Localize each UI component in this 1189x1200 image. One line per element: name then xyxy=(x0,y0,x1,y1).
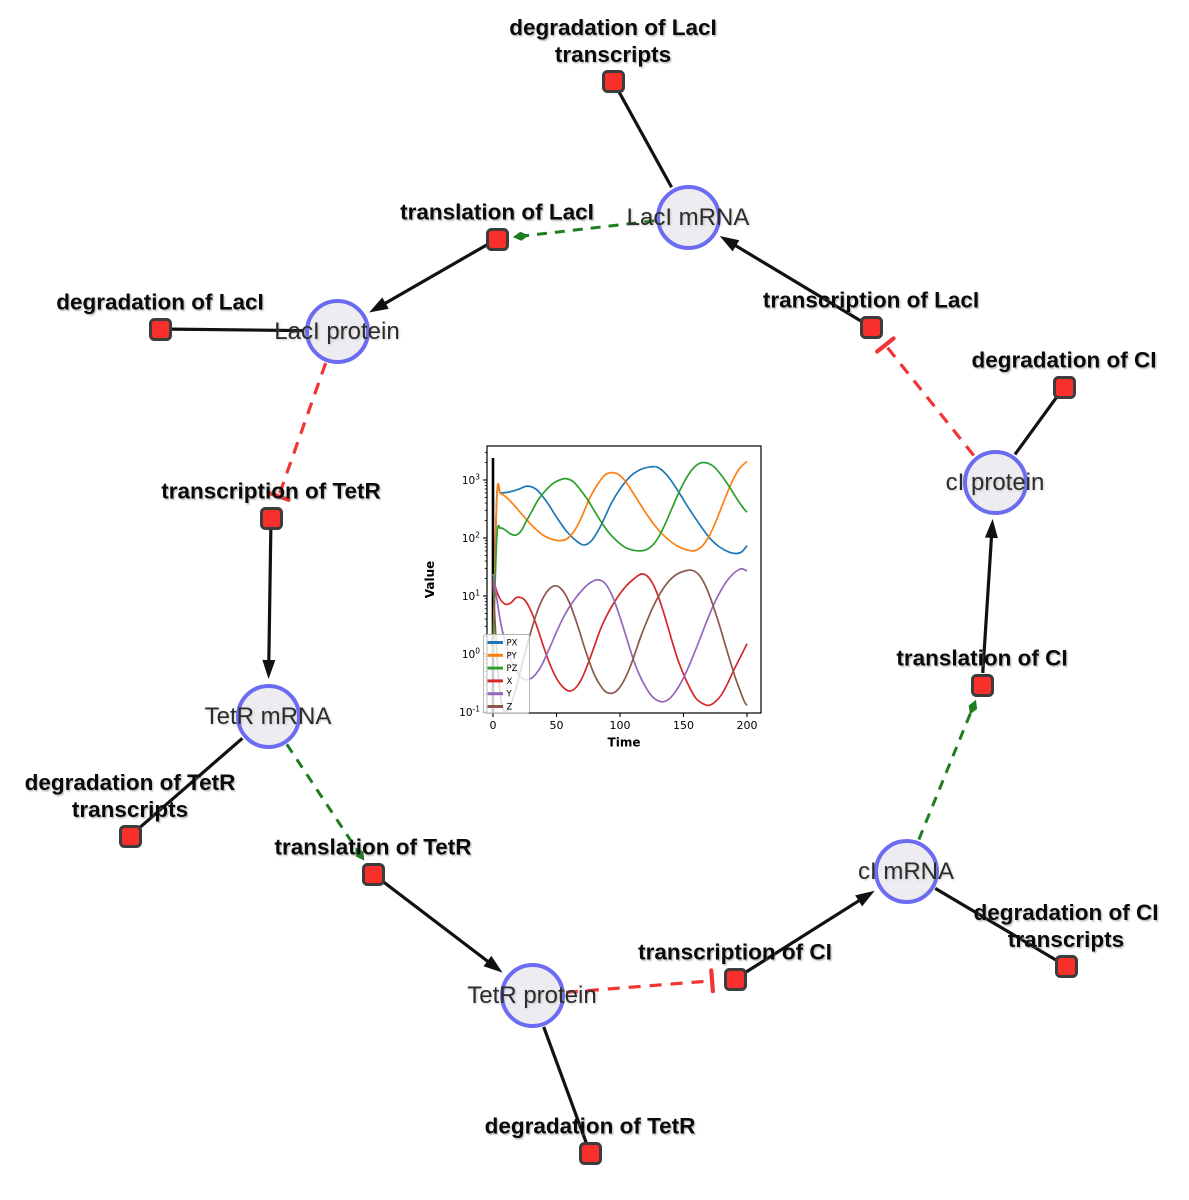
species-label-tetr-protein: TetR protein xyxy=(467,982,597,1009)
reaction-label-line: transcription of TetR xyxy=(161,478,381,504)
edge-laci-mrna-deg-laci-transcripts-plain xyxy=(616,89,673,188)
reaction-label-transcription-ci: transcription of CI xyxy=(638,939,832,966)
series-line-z xyxy=(492,569,748,713)
reaction-label-line: degradation of CI xyxy=(973,899,1159,925)
y-tick-label: 10-1 xyxy=(459,704,480,719)
y-tick-label: 102 xyxy=(462,530,480,545)
edge-ci-protein-deg-ci-plain xyxy=(1013,394,1059,456)
reaction-label-deg-ci: degradation of CI xyxy=(972,347,1157,374)
edge-ci-protein-transcription-laci-inhibit xyxy=(875,336,976,457)
reaction-label-line: transcripts xyxy=(554,41,672,67)
edge-laci-mrna-translation-laci-modifier xyxy=(512,219,655,241)
x-axis-label: Time xyxy=(608,736,641,750)
species-node-laci-mrna[interactable] xyxy=(655,184,721,250)
series-line-py xyxy=(492,460,748,657)
reaction-label-line: degradation of LacI xyxy=(509,14,717,40)
x-tick-label: 0 xyxy=(490,719,497,732)
reaction-label-line: translation of TetR xyxy=(274,834,472,860)
y-axis-label: Value xyxy=(423,561,437,599)
reaction-label-deg-laci-transcripts: degradation of LacI transcripts xyxy=(509,14,717,68)
edge-tetr-mrna-translation-tetr-modifier xyxy=(285,743,365,861)
x-tick-label: 200 xyxy=(737,719,758,732)
edge-transcription-ci-ci-mrna-arrow xyxy=(744,890,875,974)
reaction-label-line: degradation of CI xyxy=(971,347,1157,373)
species-node-tetr-mrna[interactable] xyxy=(235,683,301,749)
reaction-label-line: degradation of TetR xyxy=(484,1113,696,1139)
species-node-ci-mrna[interactable] xyxy=(873,838,939,904)
reaction-label-translation-laci: translation of LacI xyxy=(400,199,594,226)
edge-transcription-tetr-tetr-mrna-arrow xyxy=(262,529,276,680)
reaction-label-line: degradation of TetR xyxy=(24,769,236,795)
plot-frame xyxy=(486,445,762,714)
edge-tetr-protein-deg-tetr-plain xyxy=(542,1026,588,1144)
reaction-label-deg-laci: degradation of LacI xyxy=(56,289,264,316)
reaction-node-deg-tetr-transcripts[interactable] xyxy=(118,824,142,848)
species-label-ci-mrna: cI mRNA xyxy=(858,858,954,885)
reaction-label-line: transcripts xyxy=(1007,926,1125,952)
reaction-label-deg-ci-transcripts: degradation of CI transcripts xyxy=(974,899,1159,953)
edge-translation-laci-laci-protein-arrow xyxy=(369,243,488,313)
reaction-label-line: degradation of LacI xyxy=(56,289,264,315)
reaction-node-transcription-ci[interactable] xyxy=(723,967,747,991)
x-tick-label: 150 xyxy=(673,719,694,732)
reaction-node-translation-ci[interactable] xyxy=(970,673,994,697)
x-tick-label: 50 xyxy=(550,719,564,732)
legend-label-px: PX xyxy=(507,639,518,649)
series-line-x xyxy=(492,573,748,707)
reaction-node-transcription-tetr[interactable] xyxy=(259,506,283,530)
legend-label-y: Y xyxy=(506,690,513,700)
legend-label-z: Z xyxy=(507,703,513,713)
species-node-laci-protein[interactable] xyxy=(304,298,370,364)
series-line-y xyxy=(492,567,748,703)
legend-label-pz: PZ xyxy=(507,664,518,674)
reaction-node-deg-tetr[interactable] xyxy=(578,1141,602,1165)
y-tick-label: 103 xyxy=(462,472,480,487)
species-node-tetr-protein[interactable] xyxy=(499,962,565,1028)
reaction-label-deg-tetr-transcripts: degradation of TetR transcripts xyxy=(25,769,236,823)
edge-tetr-protein-transcription-ci-inhibit xyxy=(565,968,715,994)
reaction-label-line: transcripts xyxy=(71,796,189,822)
reaction-label-line: transcription of CI xyxy=(638,939,832,965)
edge-tetr-mrna-deg-tetr-transcripts-plain xyxy=(137,737,244,830)
species-node-ci-protein[interactable] xyxy=(962,449,1028,515)
reaction-node-deg-laci-transcripts[interactable] xyxy=(601,69,625,93)
x-tick-label: 100 xyxy=(610,719,631,732)
species-label-ci-protein: cI protein xyxy=(945,469,1045,496)
reaction-label-translation-ci: translation of CI xyxy=(896,645,1067,672)
legend-label-x: X xyxy=(507,677,513,687)
reaction-node-deg-laci[interactable] xyxy=(148,317,172,341)
reaction-label-line: transcription of LacI xyxy=(762,287,980,313)
edge-ci-mrna-translation-ci-modifier xyxy=(917,699,978,841)
legend: PX PY PZ XYZ xyxy=(483,634,530,714)
edge-ci-mrna-deg-ci-transcripts-plain xyxy=(934,886,1058,962)
legend-label-py: PY xyxy=(507,651,518,661)
reaction-label-transcription-laci: transcription of LacI xyxy=(763,287,979,314)
reaction-label-line: translation of LacI xyxy=(400,199,594,225)
reaction-node-transcription-laci[interactable] xyxy=(859,315,883,339)
edge-transcription-laci-laci-mrna-arrow xyxy=(719,236,862,323)
reaction-node-deg-ci-transcripts[interactable] xyxy=(1054,954,1078,978)
reaction-label-line: translation of CI xyxy=(896,645,1068,671)
inset-chart: 10-1 100 101 102 103 0 50 100 150 200 Time Value PX P… xyxy=(420,436,780,772)
species-label-laci-mrna: LacI mRNA xyxy=(626,204,750,231)
y-tick-label: 100 xyxy=(462,646,480,661)
species-label-tetr-mrna: TetR mRNA xyxy=(204,703,332,730)
reaction-label-deg-tetr: degradation of TetR xyxy=(485,1113,696,1140)
series-line-pz xyxy=(492,461,748,657)
edge-laci-protein-deg-laci-plain xyxy=(170,327,304,333)
reaction-node-translation-tetr[interactable] xyxy=(361,862,385,886)
edge-translation-tetr-tetr-protein-arrow xyxy=(381,879,503,973)
edge-translation-ci-ci-protein-arrow xyxy=(981,518,998,674)
edge-laci-protein-transcription-tetr-inhibit xyxy=(266,362,328,502)
reaction-node-deg-ci[interactable] xyxy=(1052,375,1076,399)
species-label-laci-protein: LacI protein xyxy=(274,318,400,345)
reaction-label-translation-tetr: translation of TetR xyxy=(274,834,471,861)
reaction-node-translation-laci[interactable] xyxy=(485,227,509,251)
y-tick-label: 101 xyxy=(462,588,480,603)
reaction-label-transcription-tetr: transcription of TetR xyxy=(161,478,381,505)
